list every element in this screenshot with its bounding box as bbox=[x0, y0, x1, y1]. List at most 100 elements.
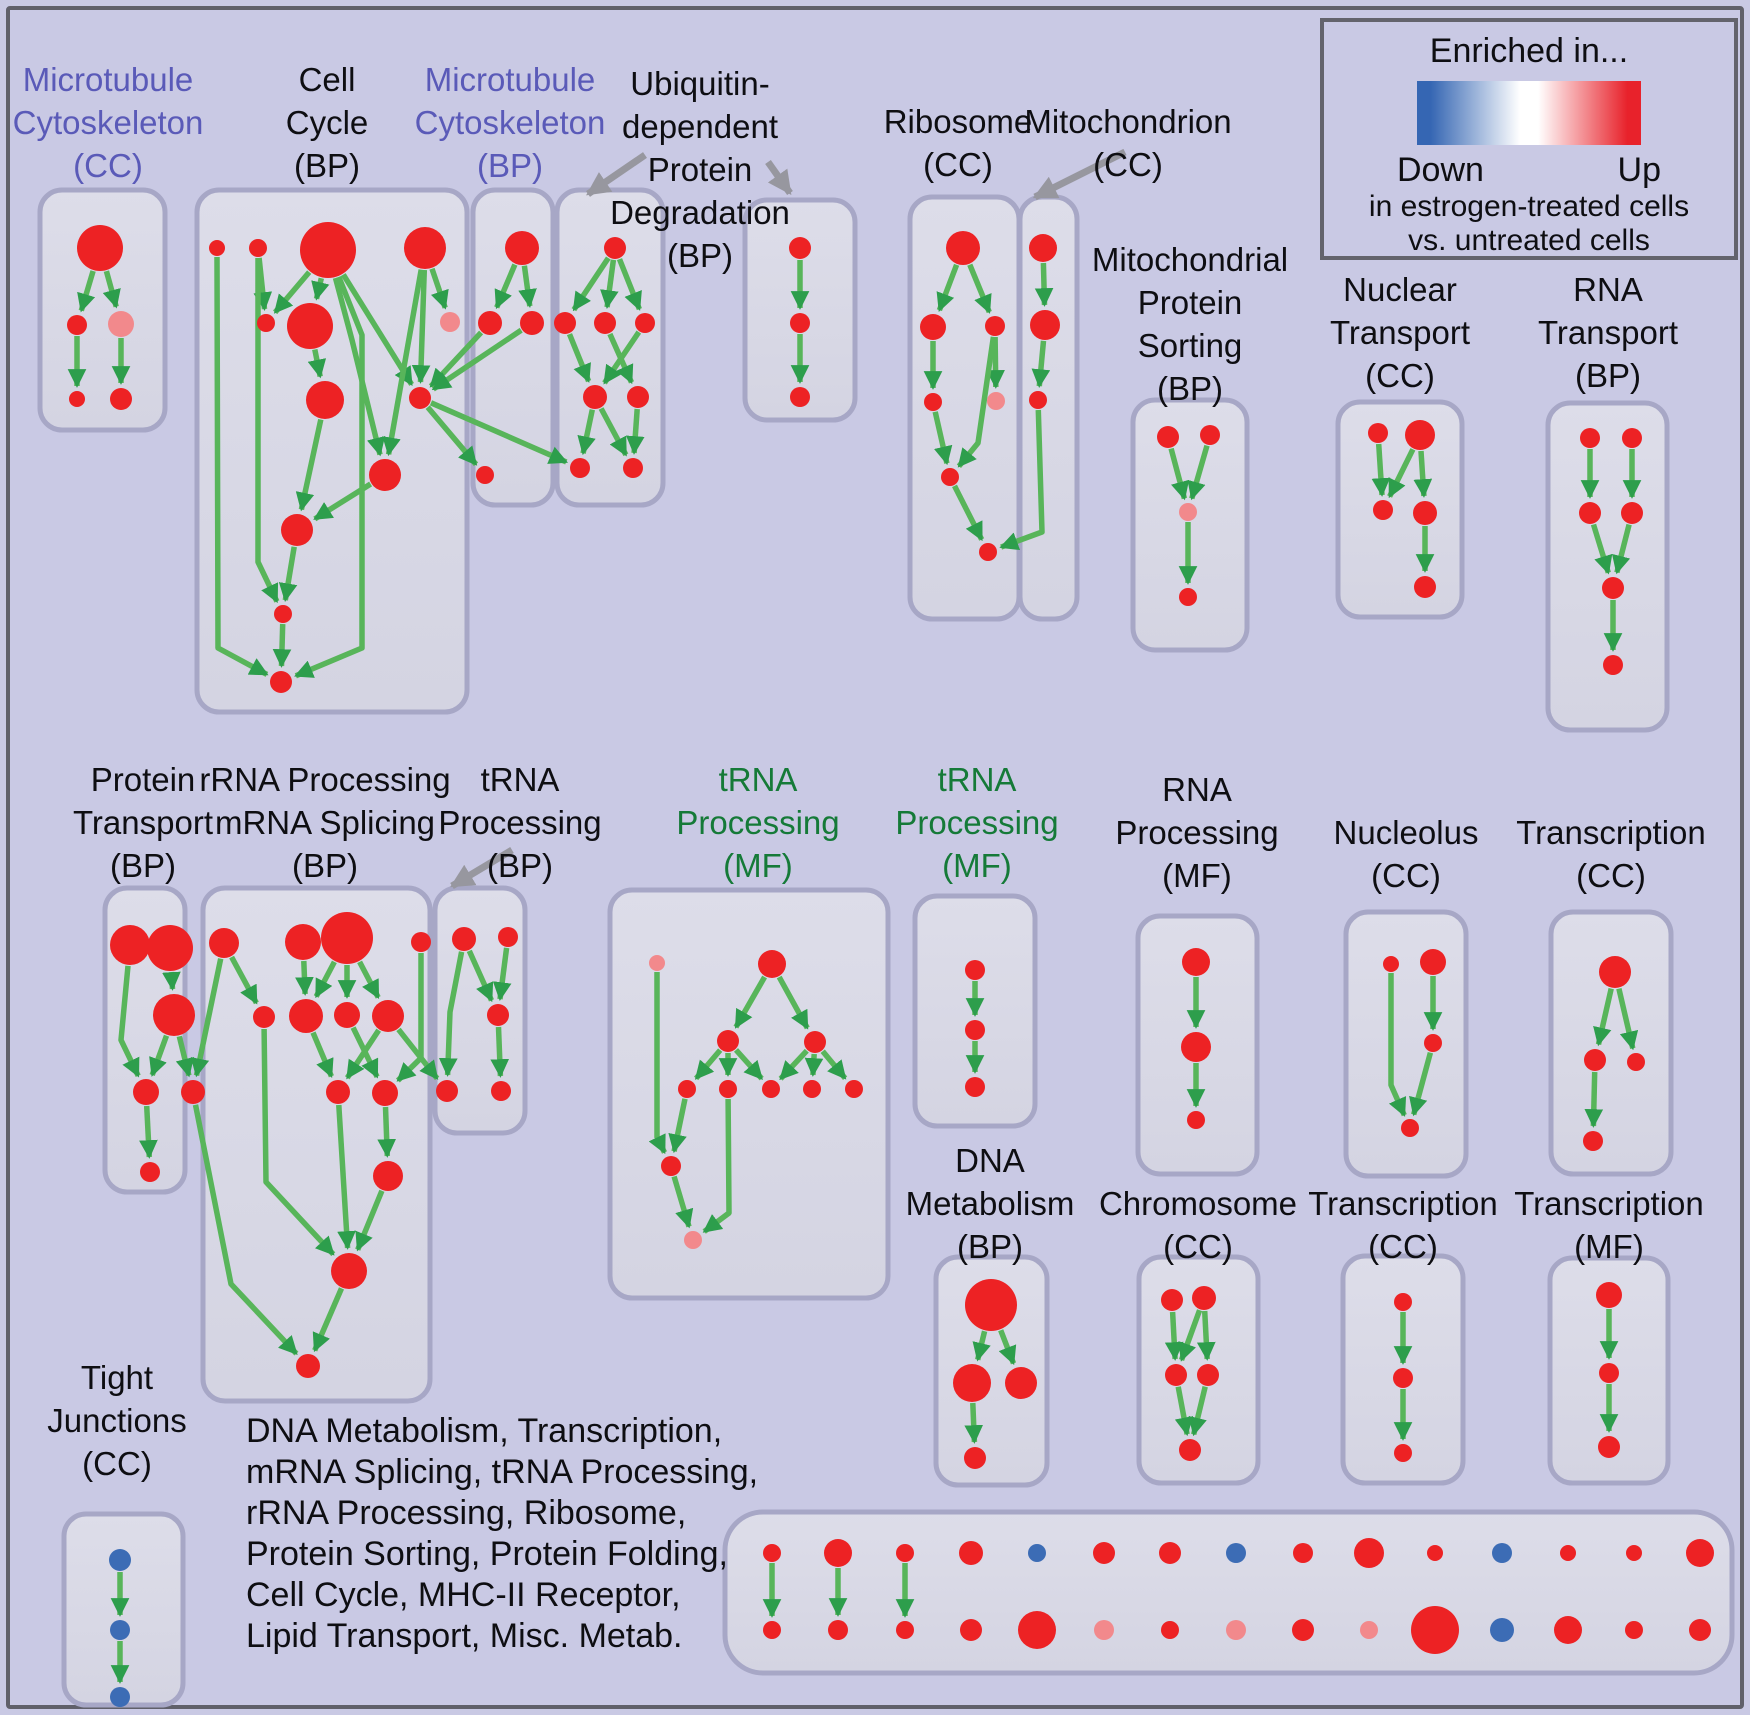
cluster-label-txcc3: Transcription (CC) bbox=[1308, 1182, 1498, 1268]
edge-ubi bbox=[625, 408, 645, 455]
misc-note-line: Cell Cycle, MHC-II Receptor, bbox=[246, 1576, 681, 1614]
edge-rrna-to-trnabp bbox=[396, 1027, 440, 1081]
edge-mito bbox=[1031, 340, 1051, 388]
cluster-label-rnap-line: (MF) bbox=[1162, 857, 1232, 894]
node-cc-4 bbox=[257, 314, 275, 332]
cluster-label-pt-line: (BP) bbox=[110, 847, 176, 884]
node-pt-2 bbox=[153, 994, 195, 1036]
edge-ribo bbox=[936, 263, 960, 312]
edge-cc bbox=[295, 419, 324, 512]
cluster-label-ribo: Ribosome (CC) bbox=[884, 100, 1033, 186]
edge-chrom bbox=[1178, 1309, 1203, 1362]
node-misc-8 bbox=[1293, 1543, 1313, 1563]
cluster-label-trnabp: tRNA Processing (BP) bbox=[438, 758, 601, 887]
node-txcc2-3 bbox=[1583, 1131, 1603, 1151]
cluster-label-trnabp-line: tRNA bbox=[480, 761, 560, 798]
node-misc-0 bbox=[763, 1544, 781, 1562]
edge-ubi bbox=[598, 407, 629, 457]
node-mps-1 bbox=[1200, 425, 1220, 445]
cluster-label-mps-line: Mitochondrial bbox=[1091, 241, 1289, 278]
cluster-label-rrna-line: mRNA Splicing bbox=[214, 804, 436, 841]
cluster-label-trnabp-line: Processing bbox=[438, 804, 602, 841]
cluster-box-ubi2 bbox=[742, 197, 858, 423]
node-tj-1 bbox=[110, 1620, 130, 1640]
cluster-box-nucl bbox=[1343, 909, 1469, 1179]
cluster-box-txcc2 bbox=[1548, 909, 1674, 1177]
node-trnamf1-3 bbox=[804, 1031, 826, 1053]
cluster-label-ribo-line: (CC) bbox=[923, 146, 993, 183]
edge-rrna bbox=[261, 1028, 336, 1257]
cluster-label-mtbp-line: (BP) bbox=[476, 147, 543, 184]
edge-txcc2 bbox=[1616, 987, 1639, 1051]
node-ribo-3 bbox=[924, 393, 942, 411]
node-tj-2 bbox=[110, 1687, 130, 1707]
cluster-label-nuct-line: Nuclear bbox=[1343, 271, 1457, 308]
node-trnamf1-2 bbox=[717, 1030, 739, 1052]
node-mtbp-0 bbox=[505, 231, 539, 265]
node-misc-12 bbox=[1560, 1545, 1576, 1561]
node-nuct-4 bbox=[1414, 576, 1436, 598]
cluster-label-rnat-line: RNA bbox=[1573, 271, 1643, 308]
edge-nuct bbox=[1387, 448, 1416, 499]
node-rnat-5 bbox=[1603, 655, 1623, 675]
cluster-label-txcc3-line: Transcription bbox=[1308, 1185, 1498, 1222]
edge-nucl bbox=[1409, 1051, 1434, 1117]
edge-chrom bbox=[1196, 1310, 1216, 1361]
misc-note: DNA Metabolism, Transcription, mRNA Spli… bbox=[246, 1411, 758, 1657]
node-rnap-0 bbox=[1182, 948, 1210, 976]
edge-cc bbox=[278, 546, 298, 603]
legend-caption-line1: in estrogen-treated cells bbox=[1368, 190, 1690, 223]
node-trnamf1-1 bbox=[758, 950, 786, 978]
node-chrom-0 bbox=[1161, 1289, 1183, 1311]
cluster-label-ubi-line: Degradation bbox=[610, 194, 790, 231]
legend-down-label: Down bbox=[1397, 151, 1484, 189]
legend-caption-line2: vs. untreated cells bbox=[1408, 224, 1650, 257]
node-cc-3 bbox=[404, 227, 446, 269]
edge-pt-to-rrna bbox=[192, 1104, 299, 1356]
cluster-box-dnam bbox=[933, 1254, 1050, 1488]
node-misc-18 bbox=[960, 1619, 982, 1641]
misc-note-line: mRNA Splicing, tRNA Processing, bbox=[246, 1453, 759, 1491]
cluster-label-trnamf1: tRNA Processing (MF) bbox=[676, 758, 839, 887]
node-mtbp-3 bbox=[476, 466, 494, 484]
cluster-label-nucl: Nucleolus (CC) bbox=[1334, 811, 1479, 897]
node-txcc3-1 bbox=[1393, 1368, 1413, 1388]
edge-rrna bbox=[350, 1026, 380, 1079]
node-misc-19 bbox=[1018, 1611, 1056, 1649]
edge-rrna bbox=[312, 1287, 345, 1353]
node-mtbp-1 bbox=[478, 311, 502, 335]
edge-dnam bbox=[998, 1329, 1017, 1366]
cluster-label-tj-line: (CC) bbox=[82, 1445, 152, 1482]
edge-ribo bbox=[952, 484, 985, 542]
node-cc-2 bbox=[300, 222, 356, 278]
edge-txcc2 bbox=[1584, 1071, 1604, 1128]
cluster-label-rrna-line: rRNA Processing bbox=[199, 761, 451, 798]
node-misc-10 bbox=[1427, 1545, 1443, 1561]
node-rnat-4 bbox=[1602, 577, 1624, 599]
cluster-label-pt-line: Protein bbox=[90, 761, 196, 798]
edge-ribo bbox=[932, 411, 953, 466]
node-rrna-9 bbox=[372, 1080, 398, 1106]
edge-dnam bbox=[972, 1330, 991, 1362]
node-misc-9 bbox=[1354, 1538, 1384, 1568]
node-nuct-1 bbox=[1405, 420, 1435, 450]
cluster-label-rrna-line: (BP) bbox=[291, 847, 358, 884]
node-dnam-2 bbox=[1005, 1367, 1037, 1399]
cluster-label-mps-line: Sorting bbox=[1137, 327, 1243, 364]
node-txmf-0 bbox=[1596, 1282, 1622, 1308]
node-misc-2 bbox=[896, 1544, 914, 1562]
node-mps-2 bbox=[1179, 503, 1197, 521]
cluster-box-trnamf1 bbox=[607, 887, 891, 1301]
node-nuct-0 bbox=[1368, 423, 1388, 443]
cluster-label-dnam-line: (BP) bbox=[956, 1228, 1023, 1265]
edge-cc-to-ubi bbox=[429, 400, 569, 465]
nodes bbox=[67, 222, 1714, 1707]
edge-mtbp bbox=[494, 263, 518, 310]
cluster-label-rnat-line: Transport bbox=[1538, 314, 1678, 351]
node-nuct-3 bbox=[1413, 501, 1437, 525]
cluster-label-rnap-line: Processing bbox=[1115, 814, 1279, 851]
node-rrna-4 bbox=[253, 1006, 275, 1028]
cluster-label-mtcc: Microtubule Cytoskeleton (CC) bbox=[13, 58, 204, 187]
cluster-label-dnam-line: Metabolism bbox=[905, 1185, 1075, 1222]
node-cc-6 bbox=[440, 312, 460, 332]
